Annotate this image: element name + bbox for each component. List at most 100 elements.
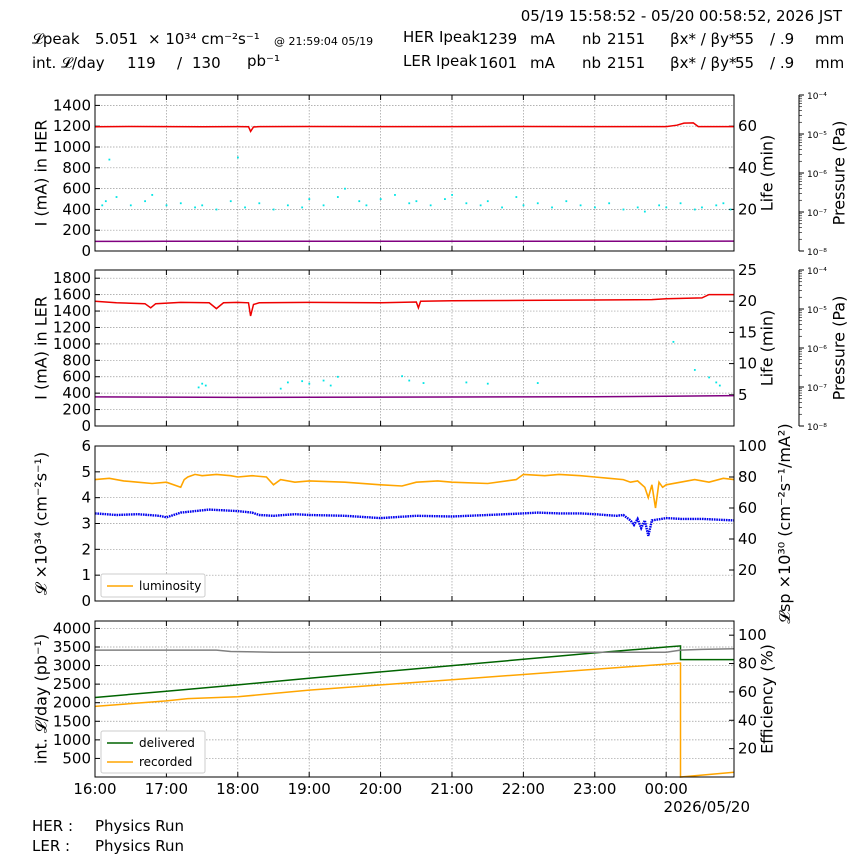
lifetime-point [279,387,282,390]
y2-axis-label: Life (min) [758,135,777,212]
pressure-tick-label: 10⁻⁴ [807,92,827,102]
recorded-series-line [94,662,735,778]
x-tick-label: 23:00 [573,780,616,798]
pressure-tick-label: 10⁻⁵ [807,306,827,316]
lifetime-point [394,194,396,196]
y2-tick-label: 40 [738,159,757,177]
lifetime-point [465,381,468,384]
lifetime-point [718,384,721,387]
y-tick-label: 1000 [53,731,91,749]
y2-tick-label: 40 [738,711,757,729]
lifetime-point [258,202,261,205]
y-tick-label: 400 [62,384,91,402]
pressure-axis-label: Pressure (Pa) [830,296,849,401]
lifetime-point [486,200,489,203]
lifetime-point [408,379,411,382]
y-tick-label: 1400 [53,302,91,320]
y2-tick-label: 60 [738,117,757,135]
lifetime-point [358,200,361,203]
lifetime-point [129,204,132,207]
lifetime-point [286,204,289,207]
lifetime-point [144,200,146,203]
y2-tick-label: 40 [738,530,757,548]
y2-tick-label: 20 [738,561,757,579]
beta-her-y: / .9 [770,30,794,48]
luminosity-series-line [94,473,735,509]
lifetime-point [722,202,725,205]
footer: HER : Physics Run LER : Physics Run [32,817,184,855]
x-tick-label: 22:00 [502,780,545,798]
nb-label-her: nb [582,30,601,48]
lifetime-point [729,208,732,211]
lifetime-point [401,375,404,378]
lifetime-point [308,382,311,385]
y-tick-label: 200 [62,401,91,419]
lifetime-point [336,375,339,378]
lifetime-point [579,204,582,207]
nb-ler-value: 2151 [607,54,645,72]
ler-ipeak-unit: mA [530,54,556,72]
pressure-tick-label: 10⁻⁷ [807,384,827,394]
pressure-tick-label: 10⁻⁸ [807,248,827,258]
pressure-tick-label: 10⁻⁷ [807,209,827,219]
lpeak-time: @ 21:59:04 05/19 [274,35,373,48]
lifetime-point [179,202,182,205]
time-range: 05/19 15:58:52 - 05/20 00:58:52, 2026 JS… [521,7,843,25]
y-axis-label: I (mA) in HER [32,120,51,227]
her-ipeak-unit: mA [530,30,556,48]
y-axis-label: int. 𝓛/day (pb⁻¹) [32,634,51,764]
lifetime-point [197,386,200,389]
lifetime-point [301,206,304,209]
lifetime-point [643,210,646,213]
lifetime-point [701,206,703,209]
lifetime-point [715,204,718,207]
lifetime-point [244,206,246,209]
y-tick-label: 1600 [53,286,91,304]
lifetime-point [336,196,339,198]
y-tick-label: 400 [62,200,91,218]
lifetime-point [215,208,218,211]
pressure-tick-label: 10⁻⁸ [807,423,827,433]
y-tick-label: 800 [62,351,91,369]
lifetime-point [365,204,368,207]
pressure-tick-label: 10⁻⁶ [807,170,827,180]
y2-tick-label: 100 [738,626,767,644]
y-tick-label: 2 [81,540,91,558]
lifetime-point [486,382,489,385]
y-tick-label: 1000 [53,138,91,156]
lifetime-point [515,196,518,198]
her-ipeak-value: 1239 [479,30,517,48]
y-tick-label: 2000 [53,694,91,712]
y-axis-label: 𝓛 ×10³⁴ (cm⁻²s⁻¹) [32,452,51,595]
y2-tick-label: 60 [738,499,757,517]
x-tick-label: 19:00 [288,780,331,798]
x-tick-label: 16:00 [73,780,116,798]
lifetime-point [151,194,154,196]
beta-unit-ler: mm [815,54,844,72]
lifetime-point [408,202,411,205]
y-tick-label: 600 [62,180,91,198]
y2-tick-label: 25 [738,261,757,279]
y-tick-label: 5 [81,463,91,481]
x-tick-label: 20:00 [359,780,402,798]
x-tick-label: 18:00 [216,780,259,798]
lifetime-point [165,204,168,207]
y2-axis-label: 𝓛sp ×10³⁰ (cm⁻²s⁻¹/mA²) [775,423,794,623]
lpeak-unit: × 10³⁴ cm⁻²s⁻¹ [148,30,260,48]
lifetime-point [479,204,482,207]
y-tick-label: 200 [62,221,91,239]
lifetime-point [715,381,718,384]
y-tick-label: 3500 [53,638,91,656]
delivered-series-line [94,645,734,699]
her-current-panel: 0 200 400 600 800 1000 1200 1400 20 40 60 I (mA) in… [32,92,849,260]
lifetime-point [329,384,332,387]
y2-tick-label: 20 [738,200,757,218]
lifetime-point [708,376,711,379]
intl-value-1: 119 [127,54,156,72]
lifetime-point [501,206,503,209]
lifetime-point [236,156,239,159]
y-tick-label: 0 [81,592,91,610]
y-tick-label: 1400 [53,96,91,114]
